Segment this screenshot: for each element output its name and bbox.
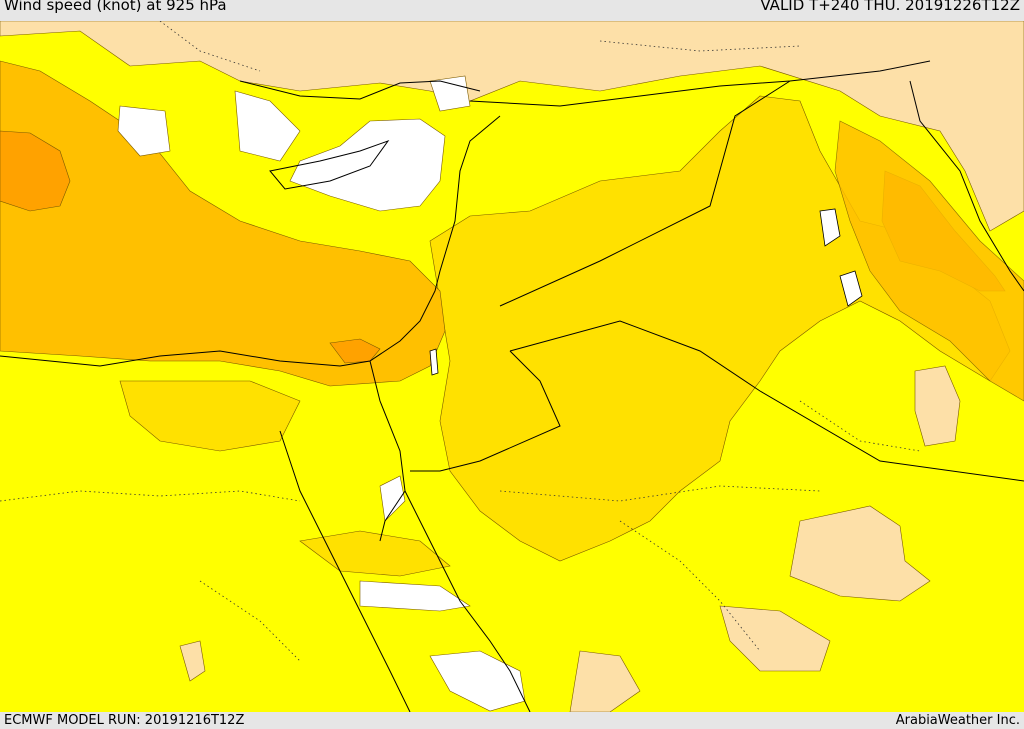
coastline-redsea-west [279,430,411,712]
cyprus-outline [269,139,390,190]
strong-wind-iraq [834,120,1024,402]
coastline-turkey-south [239,80,481,100]
header-bar: Wind speed (knot) at 925 hPa VALID T+240… [0,0,1024,21]
border-jordan-iraq [509,320,1024,482]
very-strong-core-west [0,130,71,212]
boundary-7 [599,40,801,52]
credit-text: ArabiaWeather Inc. [895,713,1020,728]
wind-speed-map[interactable] [0,21,1024,712]
calm-patch-sinai [379,475,406,522]
very-strong-core-levant [329,338,381,364]
border-iraq-iran [909,80,1024,292]
calm-patch-aegean [117,105,171,157]
lake-milh [839,270,863,307]
light-patch-hejaz [719,605,831,672]
calm-patch-gulf [429,75,471,112]
lake-tharthar [819,208,841,247]
map-title: Wind speed (knot) at 925 hPa [4,0,227,14]
boundary-6 [159,21,261,72]
boundary-3 [619,520,761,652]
calm-patch-anatolia [289,118,446,212]
borders [0,60,1024,712]
border-egypt-sinai [369,360,406,542]
footer-bar: ECMWF MODEL RUN: 20191216T12Z ArabiaWeat… [0,712,1024,729]
model-run: ECMWF MODEL RUN: 20191216T12Z [4,713,245,728]
fresh-wind-interior [429,95,1011,562]
boundary-1 [0,490,301,502]
dead-sea [429,348,439,376]
boundary-5 [799,400,921,452]
border-jordan-saudi [410,350,561,472]
fresh-patch-egypt-west [119,380,301,452]
boundary-4 [199,580,301,662]
light-patch-saudi-east [789,505,931,602]
valid-time: VALID T+240 THU. 20191226T12Z [760,0,1020,14]
internal-boundaries [0,21,921,662]
light-wind-north [0,21,1024,232]
light-patch-egypt [179,640,206,682]
coastline-redsea-east [404,490,531,712]
light-patch-iraq-south [914,365,961,447]
calm-patch-redsea-north [359,580,471,612]
light-patch-south [569,650,641,712]
calm-patch-northwest [234,90,301,162]
border-syria-turkey [469,60,931,107]
coastline-levant [0,115,501,367]
border-syria-iraq [499,80,791,307]
